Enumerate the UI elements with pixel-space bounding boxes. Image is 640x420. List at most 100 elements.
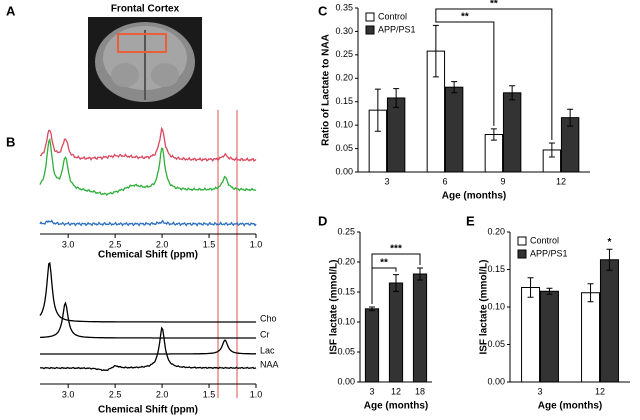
error-bar <box>393 88 400 108</box>
legend-label: Control <box>530 235 559 245</box>
significance-bracket <box>435 8 553 140</box>
error-bar <box>451 81 458 94</box>
y-tick-label: 0.15 <box>335 96 353 106</box>
x-axis-label: Age (months) <box>442 191 506 202</box>
bar <box>599 259 619 383</box>
spectrum-trace <box>40 339 256 355</box>
x-tick-label: 2.0 <box>156 389 169 399</box>
significance-bracket <box>371 253 421 304</box>
bar <box>364 308 380 383</box>
significance-label: ** <box>461 12 469 23</box>
y-tick-label: 0.20 <box>335 73 353 83</box>
spectrum-trace <box>39 326 257 372</box>
error-bar <box>417 267 423 281</box>
x-tick-label: 6 <box>442 176 447 186</box>
x-tick-label: 1.5 <box>203 389 216 399</box>
y-tick-label: 0.30 <box>335 26 353 36</box>
y-tick-label: 0.10 <box>337 316 355 326</box>
y-axis-label: Ratio of Lactate to NAA <box>321 34 332 146</box>
bar <box>444 86 464 173</box>
panel-label: C <box>318 3 328 18</box>
y-tick-label: 0.25 <box>337 226 355 236</box>
panel-label: E <box>466 213 475 228</box>
x-tick-label: 18 <box>415 386 425 396</box>
spectrum-trace <box>39 126 257 162</box>
y-axis-label: ISF lactate (mmol/L) <box>479 259 490 354</box>
error-bar <box>606 248 613 271</box>
bar <box>386 97 406 173</box>
x-tick-label: 12 <box>391 386 401 396</box>
legend-swatch <box>365 25 375 35</box>
trace-label: NAA <box>260 359 279 369</box>
panel-label: A <box>6 3 16 18</box>
significance-label: * <box>607 237 611 248</box>
x-axis-label: Age (months) <box>364 401 428 412</box>
error-bar <box>490 128 497 141</box>
x-tick-label: 3 <box>369 386 374 396</box>
y-tick-label: 0.00 <box>487 376 505 386</box>
y-tick-label: 0.25 <box>335 49 353 59</box>
y-tick-label: 0.20 <box>337 256 355 266</box>
legend-label: APP/PS1 <box>378 24 416 34</box>
bar <box>581 292 601 383</box>
error-bar <box>432 24 439 78</box>
error-bar <box>509 85 516 101</box>
y-axis-label: ISF lactate (mmol/L) <box>329 259 340 354</box>
spectrum-trace <box>39 261 256 323</box>
error-bar <box>393 274 399 292</box>
x-tick-label: 1.0 <box>250 389 263 399</box>
error-bar <box>374 88 381 132</box>
image-title: Frontal Cortex <box>111 4 180 15</box>
y-tick-label: 0.10 <box>335 120 353 130</box>
y-tick-label: 0.35 <box>335 2 353 12</box>
x-axis-label: Chemical Shift (ppm) <box>98 405 198 416</box>
bar <box>539 290 559 383</box>
x-tick-label: 3 <box>384 176 389 186</box>
x-tick-label: 3 <box>537 386 542 396</box>
x-tick-label: 2.5 <box>109 239 122 249</box>
x-tick-label: 1.5 <box>203 239 216 249</box>
error-bar <box>546 287 553 295</box>
legend-label: APP/PS1 <box>530 248 568 258</box>
y-tick-label: 0.00 <box>337 376 355 386</box>
x-tick-label: 9 <box>500 176 505 186</box>
y-tick-label: 0.00 <box>335 166 353 176</box>
legend-label: Control <box>378 11 407 21</box>
legend-swatch <box>365 12 375 22</box>
error-bar <box>369 306 375 312</box>
legend-swatch <box>517 249 527 259</box>
y-tick-label: 0.05 <box>335 143 353 153</box>
spectrum-trace <box>39 219 257 227</box>
x-tick-label: 3.0 <box>62 239 75 249</box>
trace-label: Lac <box>260 345 275 355</box>
panel-label: B <box>6 134 15 149</box>
error-bar <box>527 277 534 298</box>
panel-label: D <box>318 213 327 228</box>
x-tick-label: 2.0 <box>156 239 169 249</box>
y-tick-label: 0.20 <box>487 226 505 236</box>
bar <box>412 273 428 383</box>
y-tick-label: 0.10 <box>487 301 505 311</box>
x-axis-label: Age (months) <box>538 401 602 412</box>
significance-label: *** <box>390 244 402 255</box>
y-tick-label: 0.05 <box>337 346 355 356</box>
mri-image <box>88 17 202 109</box>
bar <box>521 287 541 383</box>
error-bar <box>587 283 594 303</box>
trace-label: Cho <box>260 313 277 323</box>
spectrum-trace <box>40 301 256 339</box>
legend-swatch <box>517 236 527 246</box>
x-axis-label: Chemical Shift (ppm) <box>98 250 198 261</box>
trace-label: Cr <box>260 329 270 339</box>
error-bar <box>548 142 555 158</box>
bar <box>388 282 404 383</box>
significance-label: ** <box>490 0 498 10</box>
spectrum-trace <box>39 137 257 197</box>
y-tick-label: 0.05 <box>487 339 505 349</box>
error-bar <box>567 108 574 127</box>
x-tick-label: 2.5 <box>109 389 122 399</box>
significance-label: ** <box>380 258 388 269</box>
x-tick-label: 3.0 <box>62 389 75 399</box>
x-tick-label: 1.0 <box>250 239 263 249</box>
